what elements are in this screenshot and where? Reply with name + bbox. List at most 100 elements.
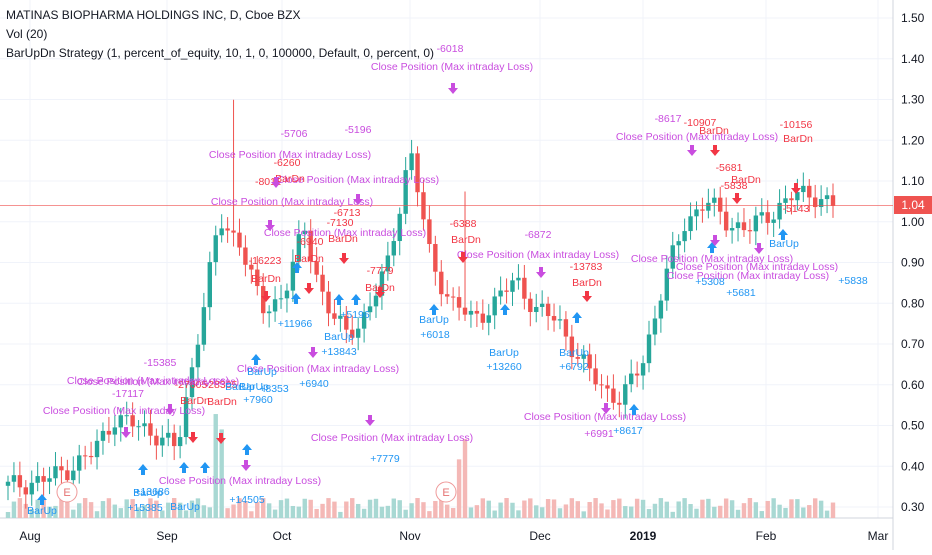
candle-body <box>154 435 159 446</box>
candle-body <box>664 268 670 301</box>
candle-body <box>100 430 106 441</box>
volume-bar <box>272 509 278 518</box>
volume-bar <box>77 503 82 518</box>
candle-body <box>11 475 17 482</box>
candle-body <box>338 315 343 319</box>
trade-arrow <box>375 287 385 298</box>
trade-label: +15385 <box>127 502 162 514</box>
strategy-indicator-label[interactable]: BarUpDn Strategy (1, percent_of_equity, … <box>6 46 435 60</box>
y-tick-label: 1.00 <box>901 215 925 229</box>
trade-label: BarUp <box>27 505 57 517</box>
candle-body <box>498 290 503 297</box>
candle-body <box>539 303 545 307</box>
volume-bar <box>646 509 652 518</box>
volume-indicator-label[interactable]: Vol (20) <box>6 27 48 41</box>
trade-arrow <box>241 460 251 471</box>
candle-body <box>171 432 177 447</box>
candle-body <box>605 385 610 389</box>
volume-bar <box>207 507 212 518</box>
volume-bar <box>302 498 307 518</box>
candle-body <box>284 290 290 299</box>
trade-arrow <box>601 403 611 414</box>
trade-arrow <box>778 229 788 240</box>
volume-bar <box>551 499 557 518</box>
trade-annotation: BarDn <box>572 277 602 289</box>
trade-annotation: Close Position (Max intraday Loss) <box>667 270 829 282</box>
candle-body <box>623 384 628 405</box>
candle-body <box>219 228 224 236</box>
candle-body <box>824 195 830 200</box>
volume-bar <box>599 503 604 518</box>
trade-annotation: Close Position (Max intraday Loss) <box>264 227 426 239</box>
y-tick-label: 0.30 <box>901 500 925 514</box>
volume-bar <box>296 506 302 518</box>
volume-bar <box>189 500 195 518</box>
trade-annotation: Close Position (Max intraday Loss) <box>211 196 373 208</box>
candle-body <box>575 357 580 359</box>
trade-arrow <box>791 183 801 194</box>
candle-body <box>658 300 664 319</box>
trade-annotation: BarDn <box>699 125 729 137</box>
volume-bar <box>5 512 11 518</box>
volume-bar <box>160 510 165 518</box>
candle-body <box>183 397 189 438</box>
volume-bar <box>706 498 711 518</box>
volume-bar <box>237 498 242 518</box>
trade-label: +13686 <box>134 486 169 498</box>
candle-body <box>777 202 782 220</box>
volume-bar <box>468 507 474 518</box>
volume-bar <box>379 506 385 518</box>
trade-arrow <box>707 242 717 253</box>
candle-body <box>593 368 598 385</box>
y-tick-label: 0.80 <box>901 296 925 310</box>
candle-body <box>249 264 254 270</box>
trade-label: -10156 <box>780 119 813 131</box>
candle-body <box>468 310 474 315</box>
candle-body <box>676 241 681 246</box>
candle-body <box>759 212 764 216</box>
trade-label: +6018 <box>420 329 450 341</box>
trade-arrow <box>292 262 302 273</box>
trade-label: -16223 <box>249 255 282 267</box>
trade-annotation: Close Position (Max intraday Loss) <box>311 432 473 444</box>
volume-bar <box>676 501 681 518</box>
volume-bar <box>373 498 379 518</box>
volume-bar <box>629 506 634 518</box>
volume-bar <box>23 503 29 518</box>
candle-body <box>255 269 260 287</box>
trade-annotation: Close Position (Max intraday Loss) <box>77 376 239 388</box>
trade-label: +11966 <box>278 318 313 330</box>
candle-body <box>783 198 788 203</box>
y-tick-label: 0.70 <box>901 337 925 351</box>
trade-label: +6792 <box>559 361 589 373</box>
volume-bar <box>261 498 266 518</box>
candle-body <box>207 262 212 308</box>
volume-bar <box>290 505 296 518</box>
trade-label: -27605 <box>175 379 208 391</box>
candle-body <box>237 232 242 248</box>
volume-bar <box>367 499 373 518</box>
candle-body <box>812 197 818 208</box>
candle-body <box>634 373 640 376</box>
trade-arrow <box>251 354 261 365</box>
volume-bar <box>581 511 586 518</box>
candle-body <box>201 307 207 345</box>
candle-body <box>421 192 426 220</box>
volume-bar <box>700 499 705 518</box>
trade-label: +13843 <box>321 346 356 358</box>
candle-body <box>332 313 337 319</box>
symbol-title[interactable]: MATINAS BIOPHARMA HOLDINGS INC, D, Cboe … <box>6 8 301 22</box>
candle-body <box>272 299 278 312</box>
candle-body <box>557 319 563 321</box>
x-tick-label: Sep <box>156 529 178 543</box>
trade-annotation: BarUp <box>225 381 255 393</box>
trade-arrow <box>710 235 720 246</box>
trade-arrow <box>353 194 363 205</box>
trade-label: BarDn <box>180 395 210 407</box>
trade-label: -13783 <box>570 261 603 273</box>
trade-annotation: BarDn <box>251 273 281 285</box>
candle-body <box>486 315 491 323</box>
volume-bar <box>498 502 503 518</box>
